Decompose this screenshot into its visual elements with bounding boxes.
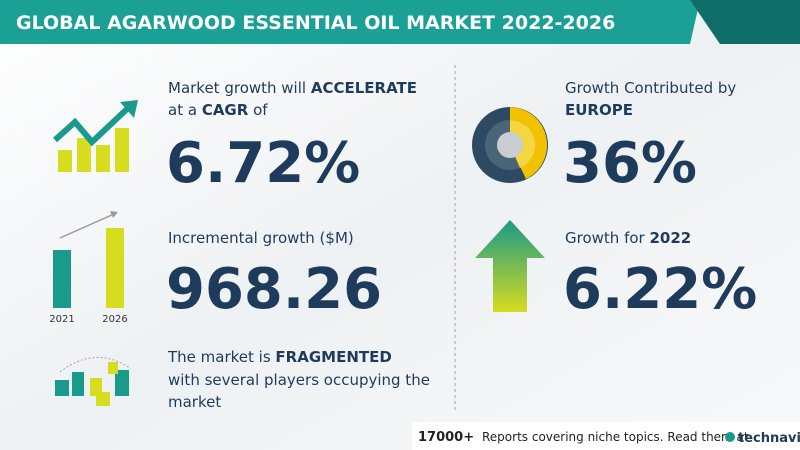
market-line2: with several players occupying the xyxy=(168,371,430,389)
growth-line2: at a CAGR of xyxy=(168,101,268,119)
bars-icon xyxy=(53,211,124,308)
players-icon xyxy=(55,356,131,406)
year-growth-label: Growth for 2022 xyxy=(565,229,691,247)
header-accent xyxy=(690,0,800,44)
market-line1: The market is FRAGMENTED xyxy=(167,348,392,366)
market-line3: market xyxy=(168,393,221,411)
brand-logo xyxy=(725,432,735,442)
footer-brand: technavio xyxy=(738,431,800,446)
header-banner xyxy=(0,0,700,44)
region-value: 36% xyxy=(563,131,697,196)
incremental-label: Incremental growth ($M) xyxy=(168,229,354,247)
growth-icon xyxy=(52,100,138,172)
year-label: 2026 xyxy=(102,314,127,325)
footer-count: 17000+ xyxy=(418,430,474,445)
footer-box xyxy=(412,422,800,450)
footer-text: Reports covering niche topics. Read them… xyxy=(482,430,749,444)
incremental-value: 968.26 xyxy=(166,257,382,322)
growth-line1: Market growth will ACCELERATE xyxy=(168,79,417,97)
year-label: 2021 xyxy=(49,314,74,325)
year-growth-value: 6.22% xyxy=(563,257,757,322)
arrow-icon xyxy=(475,220,545,312)
region-label: Growth Contributed by xyxy=(565,79,736,97)
region-name: EUROPE xyxy=(565,101,633,119)
donut-icon xyxy=(472,107,548,183)
growth-value: 6.72% xyxy=(166,131,360,196)
title: GLOBAL AGARWOOD ESSENTIAL OIL MARKET 202… xyxy=(16,12,615,34)
